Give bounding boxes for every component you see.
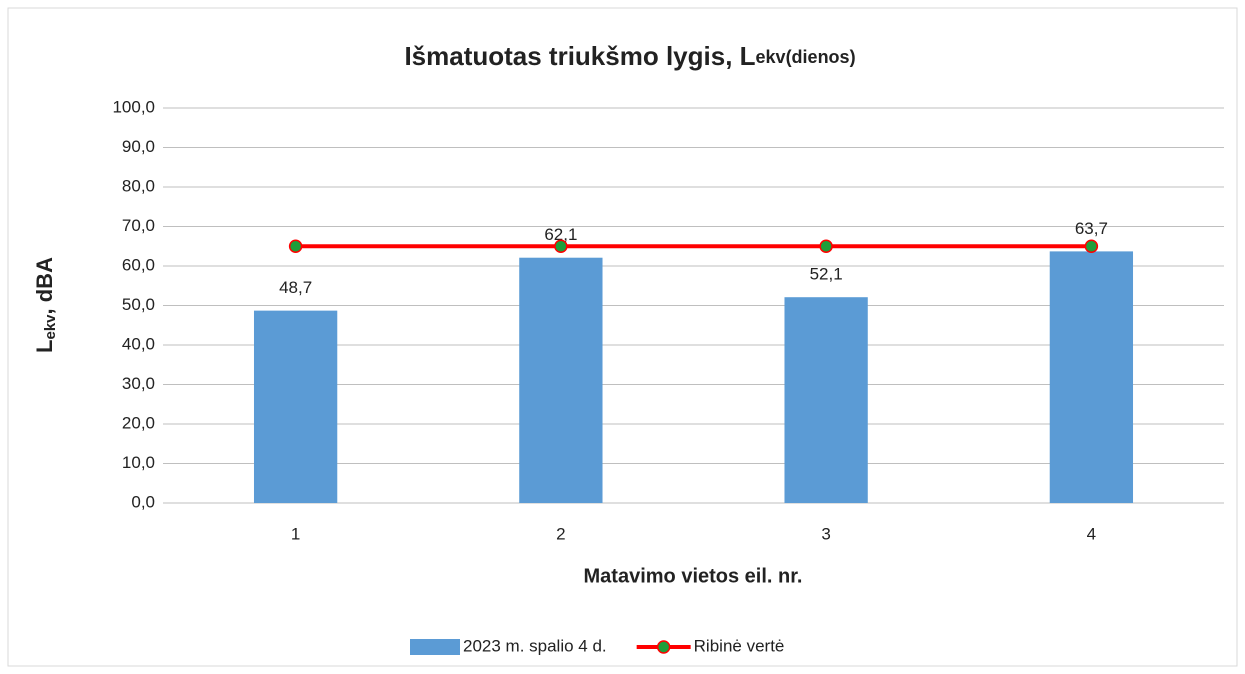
y-tick-label: 0,0	[131, 492, 155, 511]
y-tick-label: 70,0	[122, 216, 155, 235]
bar	[784, 297, 868, 503]
y-tick-label: 60,0	[122, 255, 155, 274]
y-tick-label: 90,0	[122, 137, 155, 156]
data-label: 62,1	[544, 225, 577, 244]
bar	[253, 310, 338, 503]
data-label: 63,7	[1075, 219, 1108, 238]
legend-marker	[656, 640, 671, 654]
x-tick-label: 1	[291, 524, 300, 543]
legend-label: 2023 m. spalio 4 d.	[463, 636, 607, 655]
y-label-suffix: , dBA	[32, 257, 57, 315]
title-main: Išmatuotas triukšmo lygis, L	[404, 41, 755, 71]
y-tick-label: 30,0	[122, 374, 155, 393]
chart-title: Išmatuotas triukšmo lygis, Lekv(dienos)	[404, 41, 855, 71]
y-tick-label: 10,0	[122, 453, 155, 472]
title-subscript: ekv(dienos)	[756, 47, 856, 67]
bar	[1049, 251, 1134, 503]
chart-border	[7, 7, 1238, 667]
y-label-subscript: ekv	[42, 314, 59, 340]
data-label: 52,1	[810, 265, 843, 284]
line-marker	[819, 239, 833, 253]
bar	[519, 257, 603, 503]
x-tick-label: 4	[1087, 524, 1096, 543]
y-label-main: L	[32, 340, 57, 353]
y-tick-label: 100,0	[112, 97, 155, 116]
y-tick-label: 80,0	[122, 176, 155, 195]
y-tick-label: 20,0	[122, 413, 155, 432]
x-tick-label: 3	[821, 524, 830, 543]
line-marker	[288, 239, 303, 253]
x-axis-label: Matavimo vietos eil. nr.	[584, 565, 803, 587]
x-tick-label: 2	[556, 524, 565, 543]
data-label: 48,7	[279, 278, 312, 297]
line-marker	[1084, 239, 1099, 253]
y-tick-label: 40,0	[122, 334, 155, 353]
legend-swatch	[410, 639, 460, 655]
legend-label: Ribinė vertė	[694, 636, 785, 655]
y-axis-label: Lekv, dBA	[32, 257, 59, 353]
line-marker	[554, 239, 568, 253]
y-tick-label: 50,0	[122, 295, 155, 314]
